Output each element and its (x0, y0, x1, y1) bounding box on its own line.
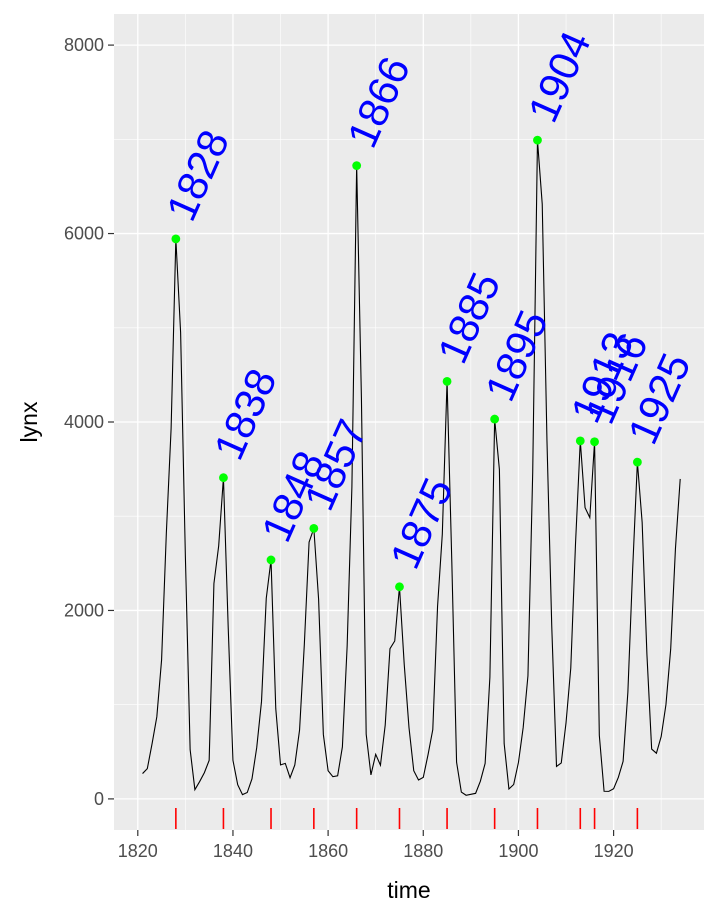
peak-point-1875 (395, 582, 404, 592)
peak-points (171, 135, 642, 592)
peak-point-1828 (171, 234, 181, 244)
y-tick-label-4: 8000 (64, 35, 104, 55)
peak-point-1857 (309, 523, 319, 533)
x-tick-label-1: 1840 (213, 841, 253, 861)
peak-point-1838 (219, 473, 228, 483)
peak-point-1916 (590, 437, 599, 447)
x-axis: 1820 1840 1860 1880 1900 1920 (118, 830, 634, 861)
y-tick-label-0: 0 (94, 789, 104, 809)
y-axis: 0 2000 4000 6000 8000 (64, 35, 114, 809)
x-tick-label-2: 1860 (308, 841, 348, 861)
y-tick-label-2: 4000 (64, 412, 104, 432)
y-axis-title: lynx (16, 401, 42, 442)
x-tick-label-0: 1820 (118, 841, 158, 861)
peak-point-1866 (352, 161, 362, 171)
peak-point-1885 (442, 376, 452, 386)
x-tick-label-3: 1880 (403, 841, 443, 861)
peak-point-1925 (632, 457, 642, 467)
series-line-lynx (142, 140, 681, 796)
y-tick-label-3: 6000 (64, 224, 104, 244)
peak-point-1895 (490, 414, 500, 424)
peak-point-1848 (266, 555, 276, 565)
y-tick-label-1: 2000 (64, 600, 104, 620)
peak-point-1904 (533, 135, 542, 145)
x-tick-label-5: 1920 (594, 841, 634, 861)
rug-marks (175, 808, 639, 829)
x-axis-title: time (387, 877, 430, 903)
major-grid (114, 14, 704, 830)
peak-point-1913 (575, 436, 585, 446)
x-tick-label-4: 1900 (498, 841, 538, 861)
